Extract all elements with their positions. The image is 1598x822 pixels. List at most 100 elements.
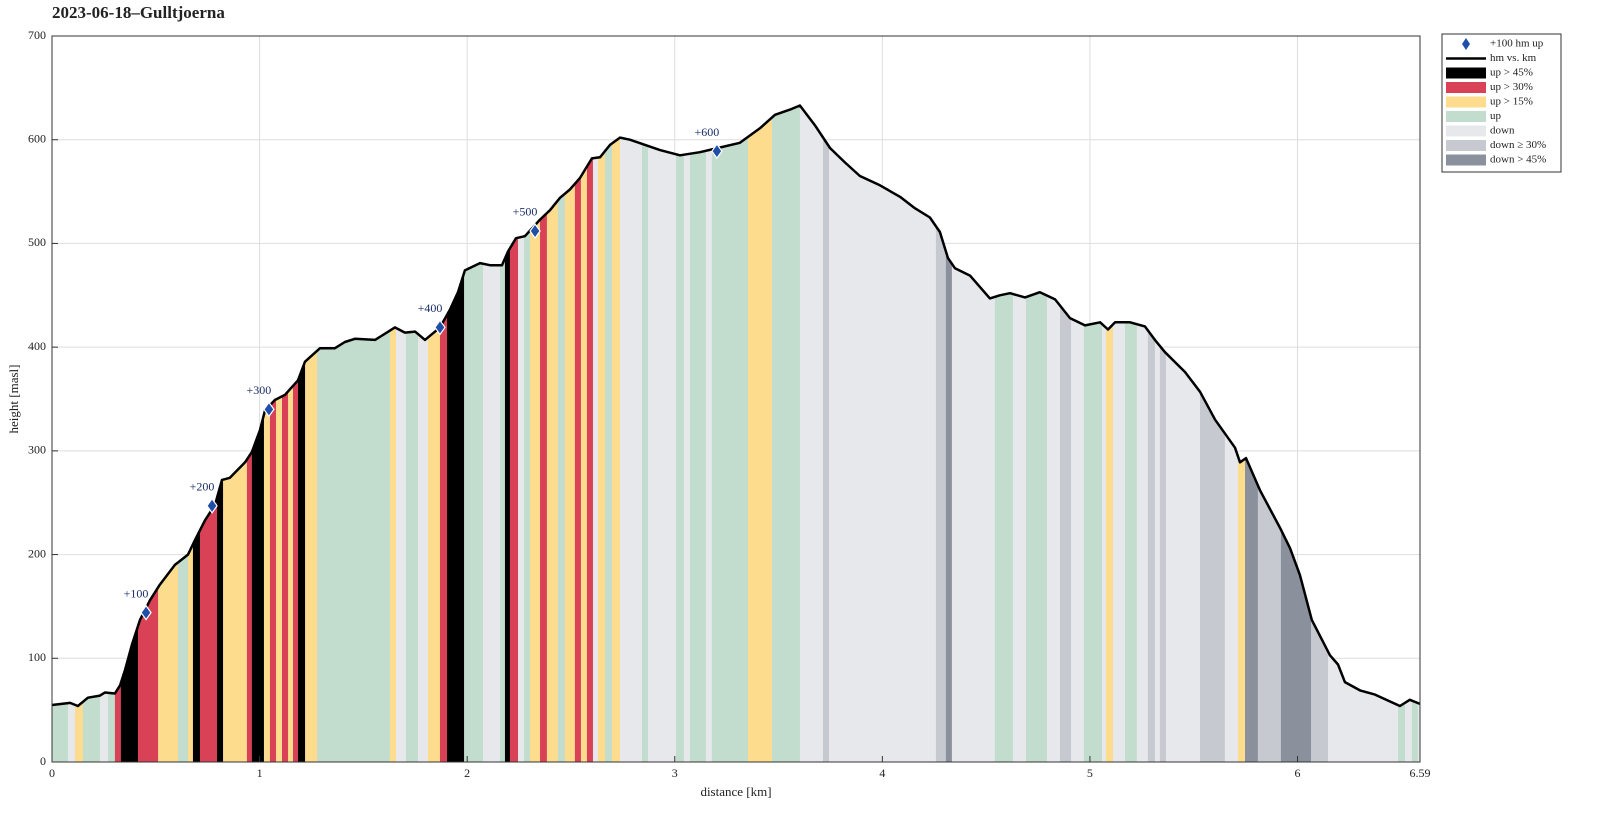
x-tick-label: 3 [672,766,678,780]
band [994,105,1014,762]
band [1154,105,1161,762]
legend-swatch [1446,154,1486,166]
band [1257,105,1282,762]
band [1083,105,1103,762]
band [114,105,122,762]
band [597,105,606,762]
band [108,105,116,762]
band [1046,105,1061,762]
band [217,105,224,762]
band [546,105,559,762]
band [574,105,582,762]
band [557,105,566,762]
band [482,105,501,762]
band [447,105,465,762]
legend-swatch [1446,111,1486,122]
band [647,105,677,762]
marker [529,222,541,240]
band [676,105,685,762]
band [504,105,511,762]
band [427,105,441,762]
band [389,105,397,762]
y-tick-label: 200 [28,546,46,560]
legend-label: +100 hm up [1490,38,1544,50]
marker-label: +300 [247,383,272,397]
band [305,105,318,762]
legend-label: up > 45% [1490,67,1533,79]
legend-swatch [1446,96,1486,108]
band [524,105,531,762]
legend-label: down ≥ 30% [1490,139,1546,151]
band [293,105,299,762]
legend-label: down > 45% [1490,154,1546,166]
band [1105,105,1114,762]
band [564,105,576,762]
band [1060,105,1072,762]
legend-label: up > 15% [1490,96,1533,108]
band [711,105,749,762]
y-tick-label: 700 [28,28,46,42]
band [1025,105,1048,762]
band [1328,105,1399,762]
band [405,105,419,762]
marker [263,401,275,418]
y-tick-label: 300 [28,443,46,457]
band [275,105,283,762]
marker [206,497,218,514]
legend-swatch [1446,125,1486,137]
y-tick-label: 400 [28,339,46,353]
band [499,105,506,762]
legend: +100 hm up hm vs. km up > 45% up > 30% up > … [1446,38,1546,166]
band [1165,105,1201,762]
band [641,105,649,762]
band [592,105,599,762]
band [439,105,448,762]
band [705,105,713,762]
band [1411,105,1419,762]
y-tick-label: 0 [40,754,46,768]
plot-frame [51,35,1421,763]
band [1012,105,1027,762]
legend-label: up > 30% [1490,81,1533,93]
band [187,105,194,762]
band [288,105,294,762]
x-tick-label: 0 [49,766,55,780]
band [269,105,277,762]
band [1071,105,1085,762]
legend-swatch [1446,82,1486,93]
band [178,105,189,762]
band [67,105,76,762]
legend-label: hm vs. km [1490,52,1537,64]
y-tick-label: 500 [28,235,46,249]
band [540,105,548,762]
profile-line [51,104,1421,708]
band [689,105,707,762]
x-tick-label: 1 [257,766,263,780]
band [1405,105,1413,762]
marker-label: +600 [695,125,720,139]
band [263,105,271,762]
band [1224,105,1239,762]
band [99,105,109,762]
marker [140,604,152,621]
band [82,105,101,762]
band [192,105,201,762]
chart-title: 2023-06-18–Gulltjoerna [52,3,225,22]
band [1101,105,1107,762]
band [1311,105,1329,762]
marker-label: +400 [418,301,443,315]
marker-label: +500 [513,205,538,219]
band [1280,105,1312,762]
marker-label: +200 [190,480,215,494]
legend-swatch [1446,67,1486,79]
band [951,105,996,762]
x-tick-label: 6 [1295,766,1301,780]
band [297,105,306,762]
band [1136,105,1149,762]
band [251,105,265,762]
band [395,105,407,762]
band [1159,105,1167,762]
band [509,105,519,762]
band [246,105,253,762]
